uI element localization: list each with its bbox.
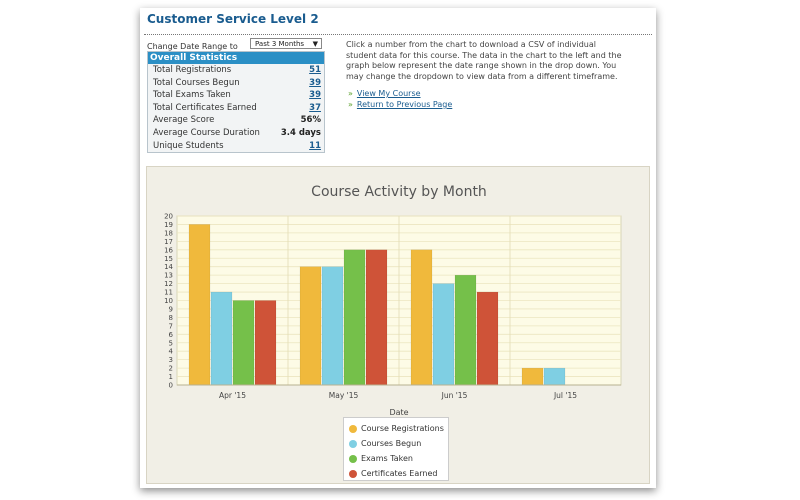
instructions-text: Click a number from the chart to downloa… [346, 40, 622, 81]
stat-label: Total Registrations [153, 65, 232, 75]
stat-value-link[interactable]: 39 [309, 90, 321, 101]
stat-label: Average Course Duration [153, 127, 260, 138]
y-tick-label: 11 [164, 289, 173, 297]
page-title: Customer Service Level 2 [147, 12, 319, 26]
legend-label: Course Registrations [361, 424, 444, 433]
stat-row: Average Score 56% [148, 114, 324, 127]
chart-legend: Course Registrations Courses Begun Exams T… [343, 417, 449, 481]
bar [454, 274, 477, 386]
y-tick-label: 15 [164, 255, 173, 263]
bar [254, 300, 277, 386]
y-tick-label: 2 [169, 365, 173, 373]
stats-header: Overall Statistics [148, 52, 324, 64]
bar [321, 266, 344, 386]
double-arrow-icon: » [348, 89, 353, 98]
bar [210, 291, 233, 386]
view-my-course-label: View My Course [356, 89, 421, 98]
legend-item: Course Registrations [349, 421, 448, 436]
y-tick-label: 1 [169, 373, 173, 381]
chart-svg: Course Activity by Month0123456789101112… [164, 184, 622, 417]
stat-value: 56% [300, 115, 321, 126]
date-range-label: Change Date Range to [147, 42, 238, 51]
chart-title: Course Activity by Month [311, 184, 487, 200]
course-report-panel: Customer Service Level 2 Change Date Ran… [140, 8, 656, 488]
stat-row: Total Courses Begun 39 [148, 77, 324, 90]
x-tick-label: Jun '15 [441, 391, 468, 400]
y-tick-label: 20 [164, 213, 173, 221]
bar [365, 249, 388, 386]
legend-swatch [349, 469, 357, 478]
legend-item: Courses Begun [349, 436, 448, 451]
stat-value-link[interactable]: 51 [309, 65, 321, 75]
stat-row: Total Registrations 51 [148, 64, 324, 77]
y-tick-label: 5 [169, 339, 173, 347]
stat-label: Total Certificates Earned [153, 102, 257, 113]
y-tick-label: 18 [164, 229, 173, 237]
y-tick-label: 0 [169, 382, 173, 390]
y-tick-label: 9 [169, 305, 173, 313]
y-tick-label: 8 [169, 314, 173, 322]
stat-label: Total Courses Begun [153, 77, 240, 88]
stat-value-link[interactable]: 39 [309, 77, 321, 88]
bar [232, 300, 255, 386]
y-tick-label: 6 [169, 331, 174, 339]
date-range-select[interactable]: Past 3 Months ▼ [250, 38, 322, 49]
y-tick-label: 14 [164, 263, 173, 271]
stat-value-link[interactable]: 37 [309, 102, 321, 113]
bar [543, 367, 566, 386]
course-activity-chart: Course Activity by Month 0 1 2 3 4 5 6 7 8 9 10 11 12… [146, 166, 650, 484]
return-previous-page-link[interactable]: » Return to Previous Page [348, 100, 452, 109]
y-tick-label: 13 [164, 272, 173, 280]
legend-swatch [349, 424, 357, 433]
legend-label: Courses Begun [361, 439, 422, 448]
x-axis-label: Date [389, 408, 408, 417]
legend-item: Certificates Earned [349, 466, 448, 481]
stat-row: Average Course Duration 3.4 days [148, 127, 324, 140]
stat-value-link[interactable]: 11 [309, 140, 321, 151]
y-tick-label: 3 [169, 356, 173, 364]
bar [188, 224, 211, 386]
bar [432, 283, 455, 386]
stat-label: Unique Students [153, 140, 224, 151]
legend-swatch [349, 439, 357, 448]
y-tick-label: 17 [164, 238, 173, 246]
y-tick-label: 10 [164, 297, 173, 305]
y-tick-label: 4 [169, 348, 174, 356]
y-tick-label: 12 [164, 280, 173, 288]
stat-value: 3.4 days [280, 127, 321, 138]
stat-label: Average Score [153, 115, 215, 126]
double-arrow-icon: » [348, 100, 353, 109]
y-tick-label: 16 [164, 246, 173, 254]
stat-label: Total Exams Taken [153, 90, 231, 101]
legend-label: Exams Taken [361, 454, 413, 463]
view-my-course-link[interactable]: » View My Course [348, 89, 421, 98]
bar [476, 291, 499, 386]
legend-swatch [349, 454, 357, 463]
y-tick-label: 19 [164, 221, 173, 229]
bar [521, 367, 544, 386]
chevron-down-icon: ▼ [312, 40, 318, 48]
stat-row: Total Certificates Earned 37 [148, 102, 324, 115]
stat-row: Total Exams Taken 39 [148, 89, 324, 102]
legend-item: Exams Taken [349, 451, 448, 466]
x-tick-label: Jul '15 [553, 391, 577, 400]
stat-row: Unique Students 11 [148, 140, 324, 153]
overall-statistics-table: Overall Statistics Total Registrations 51… [147, 51, 325, 154]
bar [410, 249, 433, 386]
bar [299, 266, 322, 386]
legend-label: Certificates Earned [361, 469, 438, 478]
x-tick-label: Apr '15 [219, 391, 246, 400]
title-divider [144, 34, 652, 35]
return-previous-page-label: Return to Previous Page [356, 100, 453, 109]
y-tick-label: 7 [169, 322, 173, 330]
x-tick-label: May '15 [329, 391, 359, 400]
bar [343, 249, 366, 386]
date-range-value: Past 3 Months [255, 40, 305, 48]
